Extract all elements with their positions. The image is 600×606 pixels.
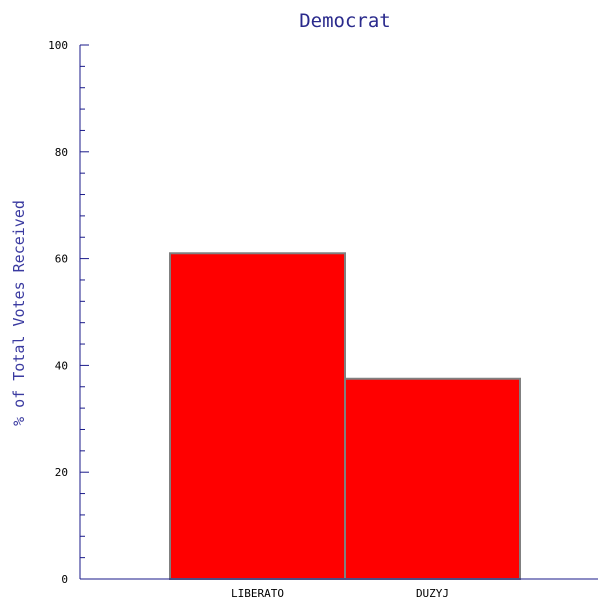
x-tick-label-liberato: LIBERATO	[231, 587, 284, 600]
y-tick-label: 40	[55, 359, 68, 372]
x-tick-label-duzyj: DUZYJ	[416, 587, 449, 600]
bar-liberato	[169, 252, 346, 580]
y-tick-label: 20	[55, 466, 68, 479]
y-axis-label: % of Total Votes Received	[10, 200, 28, 426]
chart-title: Democrat	[299, 10, 391, 32]
y-tick-label: 60	[55, 253, 68, 266]
bar-duzyj	[344, 377, 521, 580]
y-tick-label: 80	[55, 146, 68, 159]
y-tick-label: 100	[48, 39, 68, 52]
y-tick-label: 0	[61, 573, 68, 586]
plot-area: 0 20 40 60 80 100 LIBERATO DUZYJ	[48, 39, 598, 600]
